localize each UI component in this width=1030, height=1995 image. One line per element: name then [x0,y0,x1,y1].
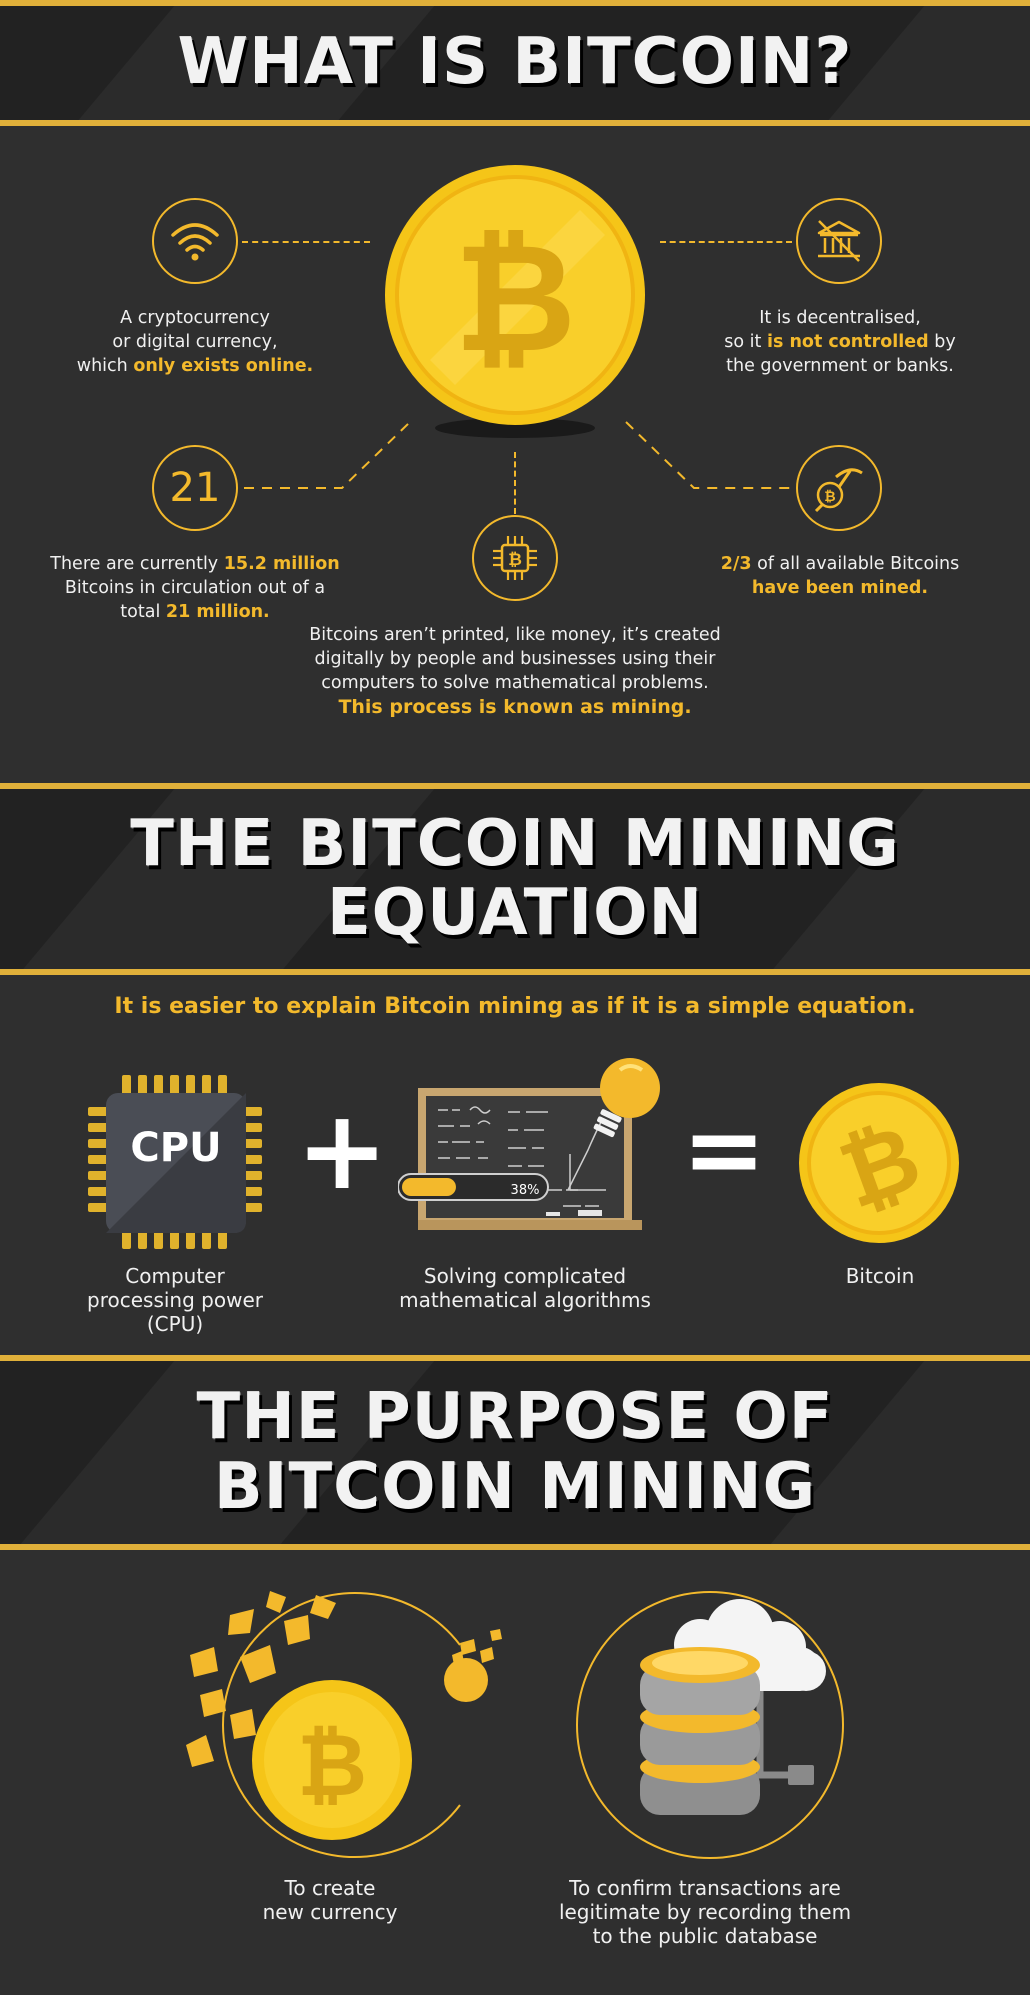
online-text-body: A cryptocurrency or digital currency, wh… [76,308,278,376]
supply-line-1: There are currently 15.2 million [45,552,345,576]
broken-coin-icon: ₿ [186,1591,502,1858]
decentralised-line-3: the government or banks. [726,356,954,376]
text-span: total [120,602,166,622]
caption-line: mathematical algorithms [399,1288,651,1312]
equals-sign: = [682,1091,766,1208]
supply-icon-ring: 21 [152,445,238,531]
cpu-label: CPU [130,1125,222,1171]
equation-subtitle: It is easier to explain Bitcoin mining a… [114,994,916,1019]
mining-highlight: This process is known as mining. [338,696,692,718]
title-band-2: THE BITCOIN MINING EQUATION [0,789,1030,969]
caption-line: Computer [125,1264,225,1288]
mined-text: 2/3 of all available Bitcoins have been … [700,552,980,600]
mined-line-2: have been mined. [751,578,929,598]
supply-line-2: Bitcoins in circulation out of a [64,578,326,598]
supply-line-3: total 21 million. [45,600,345,624]
caption-math: Solving complicated mathematical algorit… [380,1264,670,1312]
chip-icon-ring: ₿ [472,515,558,601]
page-title: WHAT IS BITCOIN? [177,25,853,100]
caption-line: processing power [87,1288,263,1312]
database-cloud-icon [576,1591,844,1859]
online-highlight: only exists online. [133,356,314,376]
decentralised-line-2: so it is not controlled by [700,330,980,354]
svg-text:₿: ₿ [454,212,576,386]
mined-line-1: 2/3 of all available Bitcoins [700,552,980,576]
caption-line: legitimate by recording them [558,1900,852,1924]
title-line: EQUATION [326,876,704,950]
plus-sign: + [296,1086,389,1214]
decentralised-highlight: is not controlled [766,332,929,352]
connector-line [660,241,792,243]
caption-cpu: Computer processing power (CPU) [60,1264,290,1336]
decentralised-line-1: It is decentralised, [759,308,921,328]
pickaxe-coin-icon: ₿ [814,468,863,513]
mining-line-1: Bitcoins aren’t printed, like money, it’… [309,625,721,645]
title-band-1: WHAT IS BITCOIN? [0,6,1030,120]
cpu-chip-icon [88,1075,262,1249]
caption-line: new currency [262,1900,398,1924]
supply-text: There are currently 15.2 million Bitcoin… [45,552,345,624]
chip-bitcoin-icon: ₿ [493,536,537,580]
text-span: of all available Bitcoins [751,554,960,574]
connector-line [514,452,516,514]
title-line: BITCOIN MINING [213,1449,817,1524]
supply-total-highlight: 21 million. [165,602,270,622]
supply-highlight: 15.2 million [223,554,340,574]
svg-text:₿: ₿ [824,489,835,505]
pickaxe-icon-ring: ₿ [796,445,882,531]
bank-crossed-icon [817,220,861,262]
connector-line [625,421,794,489]
title-line: THE PURPOSE OF [196,1380,834,1455]
caption-line: to the public database [592,1924,818,1948]
section-title-equation: THE BITCOIN MINING EQUATION [130,806,900,950]
mined-highlight: 2/3 [720,554,752,574]
section-title-purpose: THE PURPOSE OF BITCOIN MINING [197,1383,834,1521]
wifi-icon [171,223,219,261]
decentralised-text: It is decentralised, so it is not contro… [700,306,980,378]
caption-coin: Bitcoin [800,1264,960,1288]
bank-icon-ring [796,198,882,284]
online-text: A cryptocurrency or digital currency, wh… [60,306,330,378]
gold-bar [0,783,1030,789]
text-span: There are currently [50,554,224,574]
title-band-3: THE PURPOSE OF BITCOIN MINING [0,1361,1030,1544]
bitcoin-coin-small-icon: ₿ [799,1083,959,1243]
caption-line: Solving complicated [423,1264,627,1288]
mining-text: Bitcoins aren’t printed, like money, it’… [300,623,730,719]
gold-bar [0,1544,1030,1550]
gold-bar [0,1355,1030,1361]
section-purpose [0,1550,1030,1995]
text-span: so it [724,332,767,352]
progress-label: 38% [510,1183,540,1198]
svg-text:₿: ₿ [508,550,522,570]
mining-line-3: computers to solve mathematical problems… [321,673,709,693]
caption-line: (CPU) [146,1312,204,1336]
caption-line: To create [284,1876,376,1900]
bitcoin-coin-icon: ₿ [385,165,645,438]
svg-text:₿: ₿ [297,1716,367,1816]
progress-fill [402,1178,456,1196]
connector-line [242,241,370,243]
supply-number: 21 [169,465,221,511]
gold-bar [0,120,1030,126]
title-line: THE BITCOIN MINING [130,806,900,881]
connector-line [244,421,411,489]
mining-line-2: digitally by people and businesses using… [314,649,716,669]
chalkboard-icon [398,1058,660,1230]
caption-create: To create new currency [190,1876,470,1924]
top-gold-bar [0,0,1030,6]
gold-bar [0,969,1030,975]
caption-line: To confirm transactions are [569,1876,841,1900]
caption-line: Bitcoin [845,1264,915,1288]
caption-confirm: To confirm transactions are legitimate b… [540,1876,870,1948]
wifi-icon-ring [152,198,238,284]
text-span: by [928,332,956,352]
